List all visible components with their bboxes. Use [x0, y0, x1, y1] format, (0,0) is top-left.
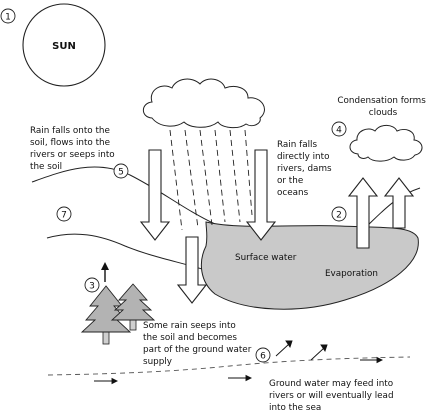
rain-down-arrow-left [139, 149, 171, 241]
rain-streaks [169, 129, 253, 231]
svg-text:6: 6 [260, 352, 266, 362]
rain-direct-text: Rain falls directly into rivers, dams or… [277, 140, 334, 198]
evaporation-label: Evaporation [325, 269, 378, 279]
step-5-marker: 5 [113, 163, 129, 179]
svg-text:4: 4 [336, 126, 342, 136]
step-6-marker: 6 [255, 347, 271, 363]
evaporation-up-arrow-left [347, 177, 379, 249]
svg-text:3: 3 [89, 282, 95, 292]
evaporation-up-arrow-right [383, 177, 415, 229]
surface-water-body [200, 221, 419, 310]
svg-text:5: 5 [118, 168, 124, 178]
step-4-marker: 4 [331, 121, 347, 137]
step-2-marker: 2 [331, 206, 347, 222]
svg-text:7: 7 [61, 211, 67, 221]
step-1-number: 1 [5, 13, 11, 23]
pine-tree-right [110, 283, 156, 331]
pine-tree-left [80, 285, 132, 345]
ground-water-text: Ground water may feed into rivers or wil… [269, 379, 396, 413]
step-1-marker: 1 [0, 8, 16, 24]
ground-water-flow-arrows [94, 340, 384, 385]
condensation-text: Condensation forms clouds [337, 96, 428, 118]
ground-water-dashed-line [47, 356, 411, 376]
step-7-marker: 7 [56, 206, 72, 222]
hill-line-lower [46, 233, 206, 271]
sun: SUN [22, 3, 106, 87]
seep-text: Some rain seeps into the soil and become… [143, 321, 254, 367]
seep-down-arrow [176, 236, 208, 304]
step-3-marker: 3 [84, 277, 100, 293]
rain-cloud-icon [142, 78, 265, 129]
rain-down-arrow-right [245, 149, 277, 241]
condensation-cloud-icon [349, 124, 423, 162]
transpiration-up-arrow [101, 262, 109, 282]
rain-soil-text: Rain falls onto the soil, flows into the… [30, 126, 118, 172]
surface-water-label: Surface water [235, 253, 297, 263]
sun-icon [22, 3, 106, 87]
svg-text:2: 2 [336, 211, 342, 221]
hill-line-upper [31, 166, 216, 225]
sun-label: SUN [52, 41, 76, 52]
